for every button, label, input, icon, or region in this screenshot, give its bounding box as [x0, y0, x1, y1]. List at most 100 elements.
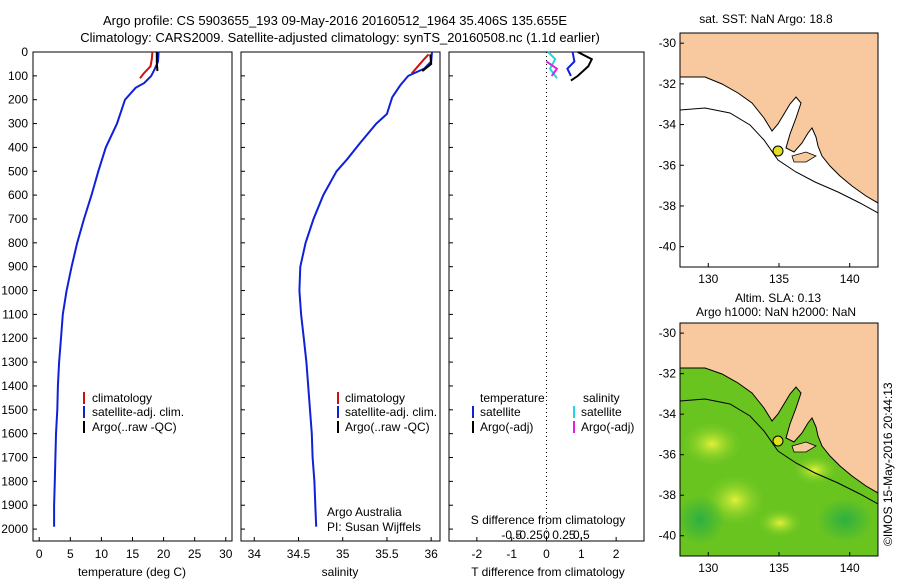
x-tick-label: 34 — [248, 547, 262, 561]
series-climatology — [410, 53, 430, 75]
lat-tick-label: -34 — [659, 407, 677, 421]
lat-tick-label: -38 — [659, 488, 677, 502]
lat-tick-label: -36 — [659, 448, 677, 462]
x-tick-label: 10 — [95, 547, 109, 561]
depth-tick-label: 1200 — [1, 331, 28, 345]
legend-label-climatology: climatology — [92, 391, 152, 405]
depth-tick-label: 800 — [8, 236, 28, 250]
depth-axis: 0 100 200 300 400 500 600 700 800 900 1000 1100 1200… — [1, 45, 453, 536]
legend-label-argo: Argo(..raw -QC) — [345, 420, 430, 434]
x-tick-label: 35.5 — [375, 547, 399, 561]
map1-kangaroo-island — [791, 151, 817, 163]
map2-sla-low — [680, 495, 725, 545]
x-tick-label: 1 — [578, 547, 585, 561]
legend-label-s-argo: Argo(-adj) — [581, 420, 634, 434]
map1-title: sat. SST: NaN Argo: 18.8 — [699, 12, 833, 26]
s-tick-label: -0.5 — [501, 528, 522, 542]
series-s-argo-adj- — [545, 60, 559, 77]
map2-ticks: -30 -32 -34 -36 -38 -40 130 135 140 — [659, 326, 860, 575]
depth-tick-label: 300 — [8, 117, 28, 131]
header-line-2: Climatology: CARS2009. Satellite-adjuste… — [80, 30, 600, 45]
series-climatology — [139, 51, 154, 79]
map2-argo-marker — [772, 435, 784, 447]
depth-tick-label: 1300 — [1, 355, 28, 369]
header-line-1: Argo profile: CS 5903655_193 09-May-2016… — [103, 13, 567, 28]
map2-sla-high — [682, 422, 742, 466]
map1-shelf-contour — [680, 107, 878, 214]
map2-sla-high — [758, 509, 802, 537]
lat-tick-label: -36 — [659, 158, 677, 172]
depth-tick-label: 1500 — [1, 403, 28, 417]
lon-tick-label: 130 — [698, 561, 718, 575]
x-tick-label: 25 — [188, 547, 202, 561]
x-tick-label: 35 — [336, 547, 350, 561]
depth-tick-label: 1900 — [1, 498, 28, 512]
map1-argo-marker — [772, 145, 784, 157]
series-satellite-adj-clim- — [298, 51, 433, 527]
temperature-axes — [32, 51, 233, 542]
x-tick-label: 15 — [126, 547, 140, 561]
depth-tick-label: 100 — [8, 69, 28, 83]
s-difference-label: S difference from climatology — [471, 513, 626, 527]
lon-tick-label: 140 — [840, 272, 860, 286]
map2-title-2: Argo h1000: NaN h2000: NaN — [696, 305, 856, 319]
legend-label-satellite: satellite-adj. clim. — [345, 405, 437, 419]
legend-title-salinity: salinity — [583, 391, 620, 405]
legend-label-s-satellite: satellite — [581, 405, 622, 419]
legend-label-satellite: satellite-adj. clim. — [92, 405, 184, 419]
lat-tick-label: -30 — [659, 36, 677, 50]
legend-label-t-satellite: satellite — [480, 405, 521, 419]
map1-ticks: -30 -32 -34 -36 -38 -40 130 135 140 — [659, 36, 860, 286]
x-tick-label: 36 — [424, 547, 438, 561]
difference-plot: -2 -1 0 1 2 -0.5-0.25 0 0.250.5 — [472, 51, 620, 561]
map2-shelf-contour — [680, 398, 878, 505]
depth-tick-label: 700 — [8, 212, 28, 226]
legend-label-climatology: climatology — [345, 391, 405, 405]
salinity-axes — [240, 51, 441, 542]
x-tick-label: 0 — [36, 547, 43, 561]
lat-tick-label: -40 — [659, 240, 677, 254]
s-tick-label: 0.5 — [573, 528, 590, 542]
map2-land — [680, 323, 878, 494]
legend-label-t-argo: Argo(-adj) — [480, 420, 533, 434]
legend-title-temperature: temperature — [480, 391, 545, 405]
lat-tick-label: -40 — [659, 529, 677, 543]
lon-tick-label: 135 — [769, 272, 789, 286]
series-t-satellite — [566, 51, 576, 77]
depth-tick-label: 900 — [8, 260, 28, 274]
series-satellite-adj-clim- — [53, 51, 160, 527]
s-tick-label: -0.25 — [515, 528, 543, 542]
lat-tick-label: -34 — [659, 118, 677, 132]
depth-tick-label: 1600 — [1, 427, 28, 441]
map1-land — [680, 33, 878, 204]
map2-kangaroo-island — [791, 441, 817, 453]
salinity-xlabel: salinity — [322, 565, 359, 579]
series-argo-raw-qc- — [421, 54, 433, 72]
credit-pi: PI: Susan Wijffels — [327, 520, 421, 534]
temperature-xlabel: temperature (deg C) — [78, 565, 186, 579]
x-tick-label: -1 — [506, 547, 517, 561]
legend-label-argo: Argo(..raw -QC) — [92, 420, 177, 434]
depth-tick-label: 1700 — [1, 451, 28, 465]
depth-tick-label: 1100 — [2, 307, 28, 321]
depth-tick-label: 2000 — [1, 522, 28, 536]
x-tick-label: 0 — [543, 547, 550, 561]
map2 — [679, 322, 879, 557]
lon-tick-label: 130 — [698, 272, 718, 286]
salinity-plot: 34 34.5 35 35.5 36 — [248, 51, 438, 561]
lat-tick-label: -30 — [659, 326, 677, 340]
depth-tick-label: 1800 — [1, 474, 28, 488]
imos-timestamp: ©IMOS 15-May-2016 20:44:13 — [881, 382, 895, 546]
map2-title-1: Altim. SLA: 0.13 — [735, 291, 821, 305]
lat-tick-label: -32 — [659, 367, 677, 381]
series-argo-raw-qc- — [155, 52, 159, 72]
map2-sla-high — [793, 456, 837, 484]
depth-tick-label: 400 — [8, 140, 28, 154]
map2-sla-low — [817, 498, 873, 542]
temperature-legend: climatology satellite-adj. clim. Argo(..… — [83, 391, 184, 434]
t-difference-xlabel: T difference from climatology — [471, 565, 625, 579]
x-tick-label: 30 — [219, 547, 233, 561]
s-tick-label: 0.25 — [552, 528, 576, 542]
lat-tick-label: -32 — [659, 77, 677, 91]
